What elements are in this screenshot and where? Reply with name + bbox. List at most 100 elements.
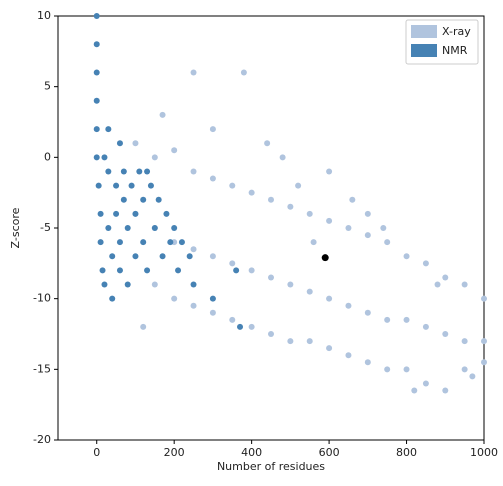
data-point [295, 182, 302, 189]
data-point [140, 239, 147, 246]
legend-label: NMR [442, 44, 468, 57]
data-point [93, 69, 100, 76]
data-point [105, 126, 112, 133]
y-tick-label: -5 [40, 221, 51, 234]
data-point [159, 253, 166, 260]
data-point [326, 217, 333, 224]
data-point [190, 246, 197, 253]
data-point [384, 366, 391, 373]
data-point [97, 210, 104, 217]
data-point [306, 338, 313, 345]
data-point [163, 210, 170, 217]
data-point [384, 316, 391, 323]
y-tick-label: -15 [33, 362, 51, 375]
data-point [120, 196, 127, 203]
data-point [132, 140, 139, 147]
data-point [209, 309, 216, 316]
data-point [268, 331, 274, 337]
data-point [93, 97, 100, 104]
data-point [132, 210, 139, 217]
data-point [190, 302, 197, 309]
data-point [248, 323, 255, 330]
data-point [248, 267, 255, 274]
data-point [306, 210, 313, 217]
data-point [461, 281, 468, 288]
legend-label: X-ray [442, 25, 471, 38]
data-point [116, 267, 123, 274]
data-point [209, 175, 216, 182]
data-point [442, 274, 449, 281]
data-point [229, 260, 236, 267]
data-point [268, 274, 274, 281]
x-tick-label: 600 [319, 446, 340, 459]
data-point [461, 338, 468, 345]
data-point [345, 352, 352, 359]
data-point [128, 182, 135, 189]
data-point [151, 154, 158, 161]
data-point [240, 69, 247, 76]
plot-frame [57, 15, 485, 441]
y-tick-label: -20 [33, 433, 51, 446]
data-point [190, 281, 197, 288]
data-point [326, 345, 333, 352]
data-point [109, 295, 116, 302]
data-point [190, 168, 197, 175]
data-point [175, 267, 182, 274]
data-point [287, 203, 294, 210]
data-point [178, 239, 185, 246]
data-point [151, 225, 158, 231]
data-point [442, 387, 449, 394]
x-tick-label: 200 [164, 446, 185, 459]
data-point [186, 253, 193, 260]
data-point [101, 154, 108, 161]
data-point [345, 225, 352, 231]
y-tick-label: 0 [44, 150, 51, 163]
data-point [144, 267, 151, 274]
data-point [124, 225, 131, 231]
y-tick-label: -10 [33, 292, 51, 305]
data-point [481, 338, 487, 345]
data-point [422, 260, 429, 267]
data-point [95, 182, 102, 189]
data-point [326, 168, 333, 175]
data-point [237, 323, 244, 330]
data-point [310, 239, 317, 246]
data-point [113, 210, 120, 217]
data-point [132, 253, 139, 260]
legend-swatch [411, 44, 437, 57]
data-point [411, 387, 418, 394]
data-point [442, 331, 449, 337]
data-point [120, 168, 127, 175]
data-point [105, 225, 112, 231]
data-point [97, 239, 104, 246]
data-point [422, 323, 429, 330]
data-point [144, 168, 151, 175]
data-point [99, 267, 106, 274]
data-point [268, 196, 274, 203]
data-point [93, 154, 100, 161]
data-point [469, 373, 476, 380]
data-point [151, 281, 158, 288]
data-point [364, 309, 371, 316]
data-point [287, 281, 294, 288]
data-point [248, 189, 255, 196]
data-point [136, 168, 143, 175]
data-point [159, 111, 166, 118]
data-point [364, 210, 371, 217]
data-point [364, 232, 371, 239]
data-point [422, 380, 429, 387]
data-point [93, 13, 100, 19]
data-point [140, 323, 147, 330]
data-point [403, 316, 410, 323]
data-point [321, 254, 329, 262]
x-tick-label: 400 [241, 446, 262, 459]
data-point [461, 366, 468, 373]
x-axis-label: Number of residues [217, 460, 325, 473]
data-point [384, 239, 391, 246]
data-point [229, 182, 236, 189]
data-point [233, 267, 240, 274]
data-point [209, 295, 216, 302]
data-point [345, 302, 352, 309]
data-point [209, 253, 216, 260]
